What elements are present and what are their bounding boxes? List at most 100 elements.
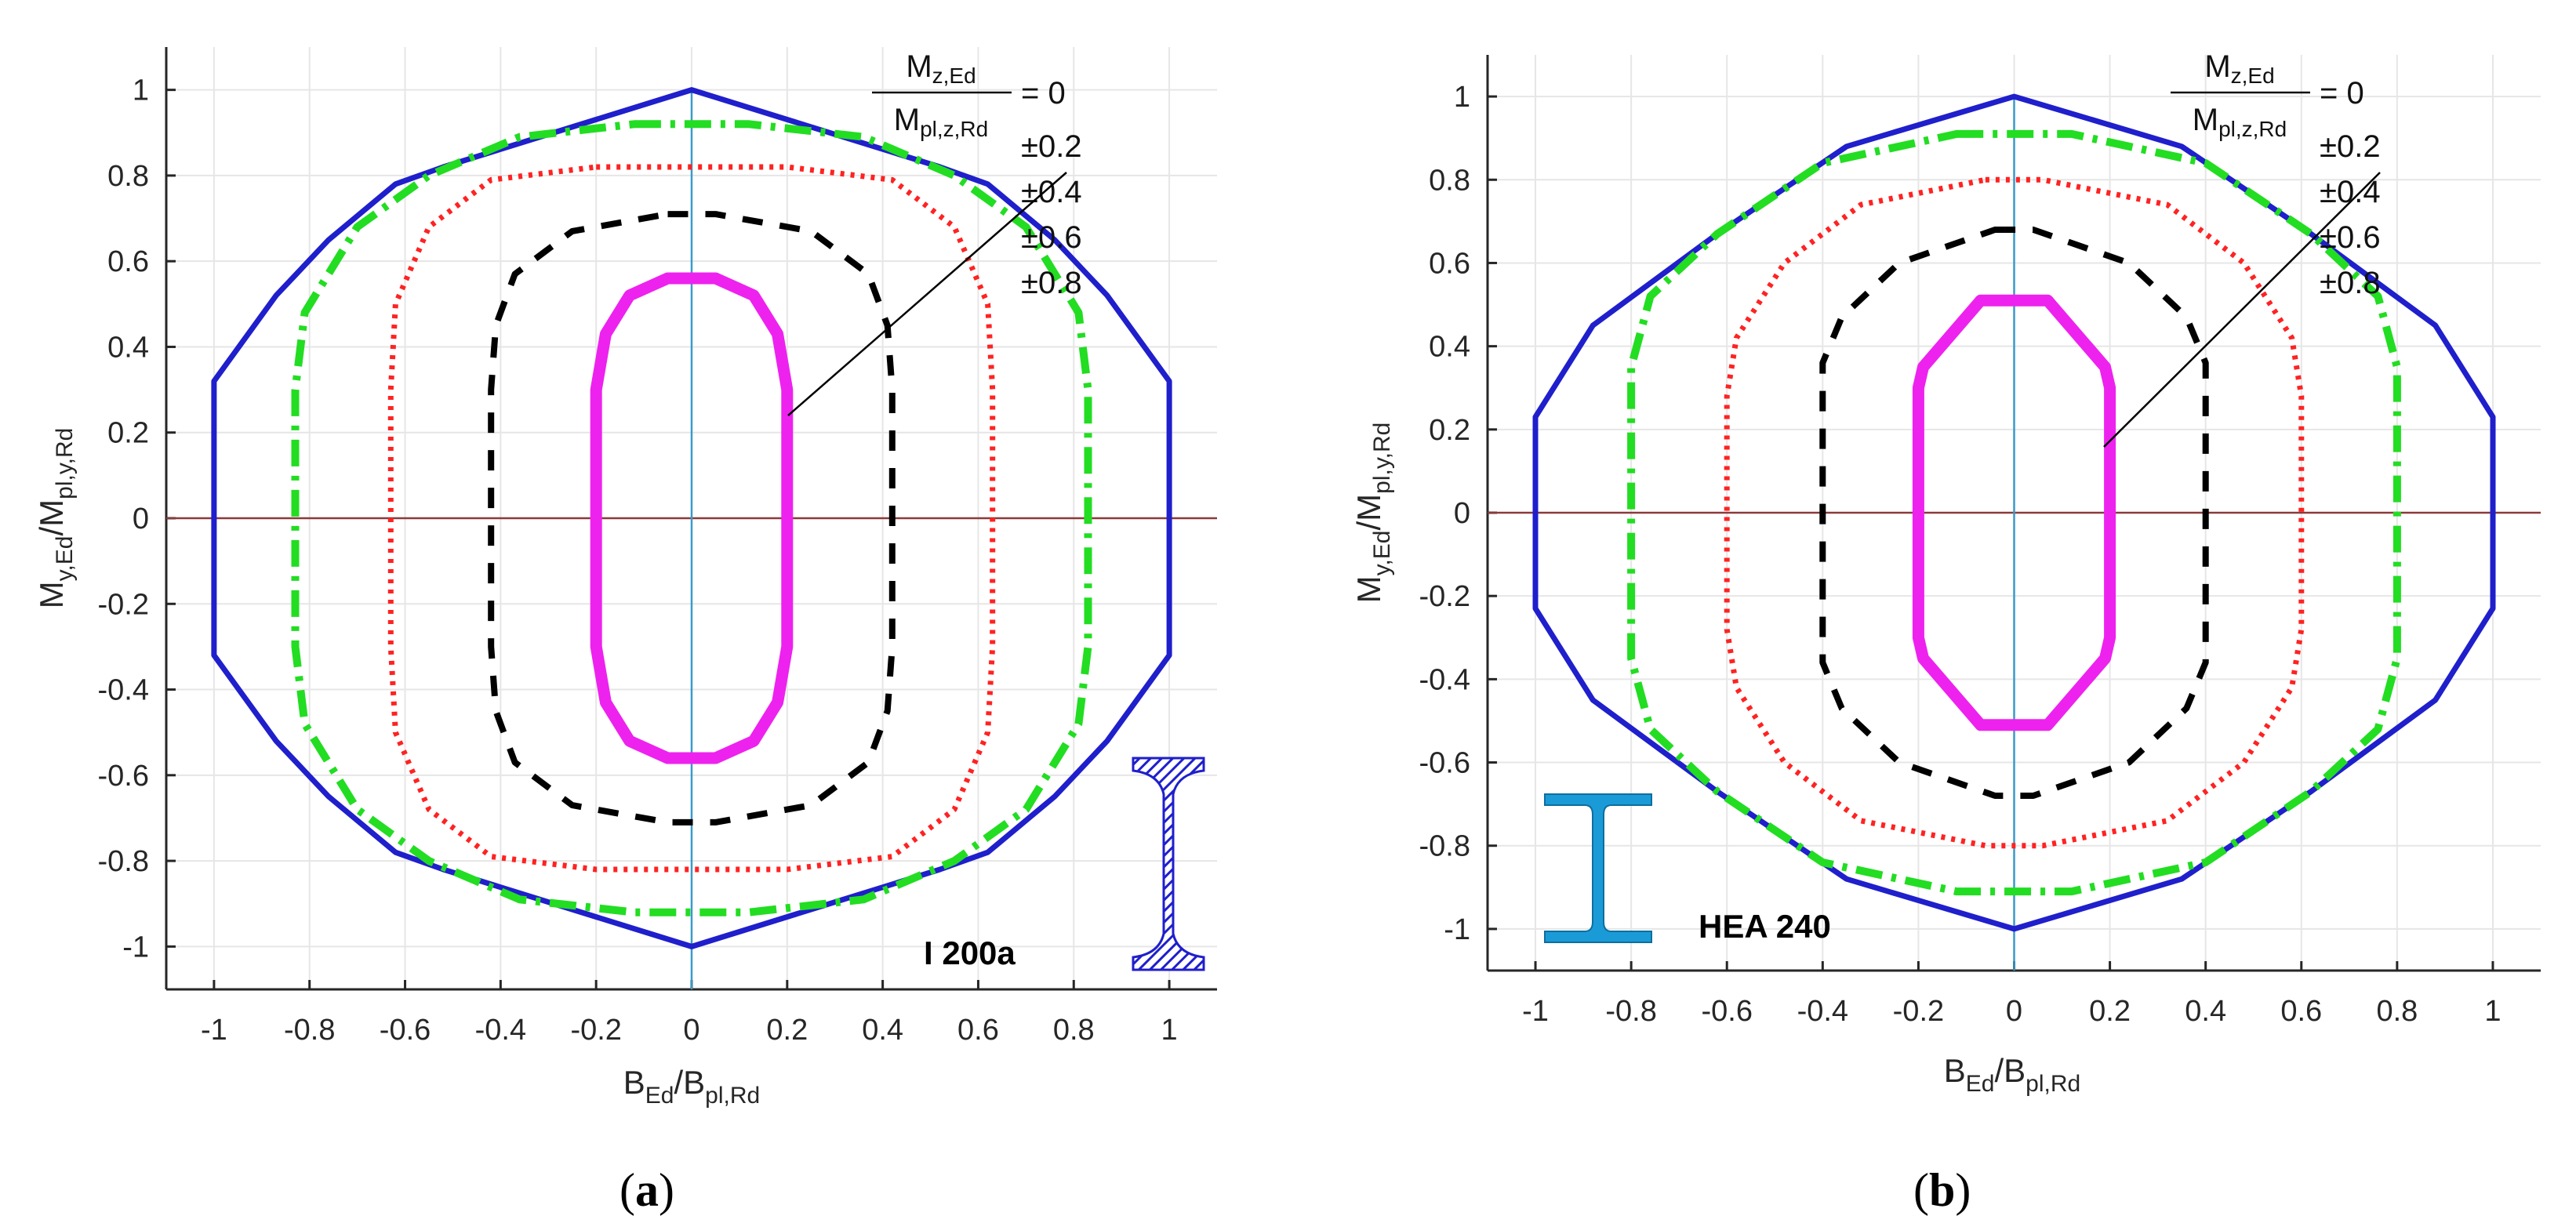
y-label-sub1: y,Ed [52,536,78,582]
section-shape [1544,793,1652,943]
series-curve-3 [488,211,896,826]
y-tick-label: -0.6 [1419,747,1470,780]
x-tick-label: 0.8 [1053,1014,1095,1047]
panel-label: (a) [619,1164,674,1216]
legend-value: ±0.6 [1021,220,1082,255]
x-tick-label: 0.6 [957,1014,999,1047]
legend-den-main: M [894,103,920,137]
y-tick-label: -0.2 [98,588,149,621]
x-label-main2: /B [674,1064,705,1101]
y-tick-label: 0.6 [107,245,149,278]
x-tick-label: 1 [2484,995,2501,1028]
series-curve-3 [1819,227,2209,799]
x-tick-label: 0.8 [2376,995,2418,1028]
x-tick-label: 0.2 [2089,995,2131,1028]
y-tick-label: 0 [133,503,149,535]
legend-numerator: Mz,Ed [2204,49,2274,88]
x-tick-label: 0.6 [2280,995,2322,1028]
h-beam-section [1544,793,1652,943]
chart-panel-a: -1 -0.8 -0.6 -0.4 -0.2 0 0.2 0.4 0.6 0.8 1 1 0.8 0.6 0… [33,47,1217,1216]
y-tick-label: -0.2 [1419,580,1470,613]
legend-first-value: = 0 [1021,76,1066,111]
y-tick-label: 0.8 [107,160,149,193]
y-label-sub2: pl,y,Rd [52,428,78,499]
x-tick-label: 0.4 [2185,995,2226,1028]
i-beam-section [1132,757,1205,971]
x-tick-label: -0.2 [1893,995,1944,1028]
series-curve-2 [1724,176,2305,849]
y-label-main2: /M [1350,494,1387,531]
y-tick-label: 0 [1454,497,1470,530]
panel-paren-open: ( [619,1164,635,1216]
x-label-sub1: Ed [1966,1071,1995,1097]
panel-letter: a [635,1164,659,1216]
y-label-main2: /M [33,499,70,536]
section-name-label: HEA 240 [1699,908,1831,945]
legend-value: ±0.8 [1021,266,1082,300]
y-tick-label: -0.6 [98,760,149,793]
y-tick-label: -1 [1444,913,1470,946]
x-tick-label: -0.4 [475,1014,526,1047]
x-label-sub2: pl,Rd [2026,1071,2080,1097]
panel-paren-open: ( [1913,1164,1929,1216]
section-shape [1132,757,1205,971]
y-tick-label: 1 [1454,81,1470,114]
x-tick-label: 0 [2006,995,2022,1028]
legend-den-sub: pl,z,Rd [920,117,988,141]
panel-letter: b [1929,1164,1955,1216]
x-tick-label: -0.4 [1797,995,1848,1028]
x-tick-label: -1 [201,1014,227,1047]
legend-num-sub: z,Ed [2231,64,2275,88]
y-tick-label: 0.2 [107,417,149,450]
y-tick-label: -0.4 [1419,663,1470,696]
series-curve-0 [1532,93,2496,932]
x-label-main: B [623,1064,645,1101]
x-tick-label: -0.6 [380,1014,431,1047]
x-axis-label: BEd/Bpl,Rd [1944,1052,2080,1097]
panel-label: (b) [1913,1164,1971,1216]
legend-num-sub: z,Ed [932,64,976,88]
series-curve-4 [1912,294,2116,731]
series-curve-0 [211,87,1172,949]
x-label-main2: /B [1994,1052,2026,1089]
series-curve-4 [590,272,794,764]
legend-leader-line [2103,172,2381,448]
legend-denominator: Mpl,z,Rd [2193,103,2287,141]
legend-denominator: Mpl,z,Rd [894,103,988,141]
series-curve-1 [291,120,1092,916]
x-tick-label: 0.4 [862,1014,903,1047]
x-tick-label: 0.2 [766,1014,808,1047]
x-tick-label: 0 [683,1014,699,1047]
x-label-sub2: pl,Rd [705,1083,760,1109]
y-tick-label: -0.8 [1419,830,1470,863]
x-tick-label: -1 [1522,995,1549,1028]
x-axis-label: BEd/Bpl,Rd [623,1064,760,1109]
y-tick-label: 0.4 [107,331,149,364]
y-label-main: M [33,581,70,608]
legend-numerator: Mz,Ed [906,49,976,88]
y-tick-label: 0.4 [1429,331,1470,364]
legend-first-value: = 0 [2320,76,2364,111]
chart-panel-b: -1 -0.8 -0.6 -0.4 -0.2 0 0.2 0.4 0.6 0.8 1 1 0.8 0.6 0… [1350,49,2541,1216]
y-tick-label: 0.8 [1429,164,1470,197]
legend-value: ±0.6 [2320,220,2381,255]
y-tick-label: 1 [133,74,149,107]
legend-value: ±0.2 [2320,129,2381,164]
section-name-label: I 200a [924,934,1016,971]
y-tick-label: -1 [122,931,149,964]
y-label-sub1: y,Ed [1369,531,1395,576]
x-tick-label: -0.8 [1605,995,1656,1028]
x-label-sub1: Ed [645,1083,674,1109]
series-curve-2 [387,164,996,873]
x-label-main: B [1944,1052,1966,1089]
legend-num-main: M [2204,49,2230,84]
legend-value: ±0.2 [1021,129,1082,164]
y-tick-label: 0.6 [1429,247,1470,280]
y-label-sub2: pl,y,Rd [1369,423,1395,494]
y-tick-label: -0.8 [98,845,149,878]
y-axis-label: My,Ed/Mpl,y,Rd [33,428,78,609]
series-curve-1 [1627,129,2401,896]
